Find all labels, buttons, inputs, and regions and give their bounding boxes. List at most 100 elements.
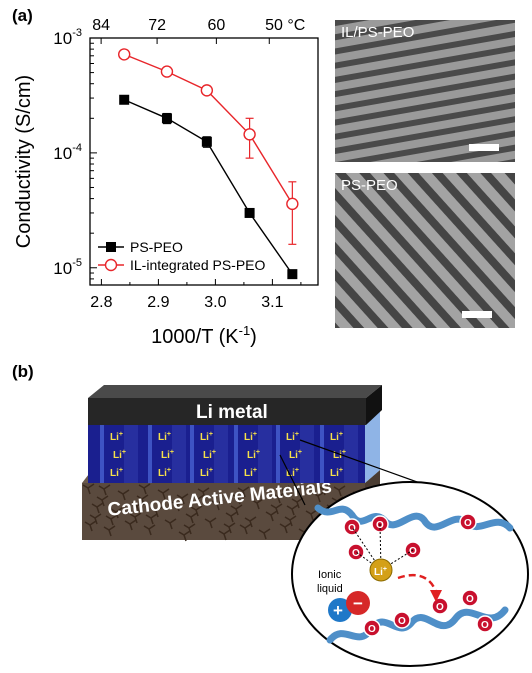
li-ion-label: Li+ [161, 449, 174, 461]
cathode-particle [324, 514, 337, 526]
li-ion-label: Li+ [286, 467, 299, 479]
data-point-square [119, 94, 130, 105]
cathode-particle [326, 503, 339, 515]
cathode-particle [272, 492, 285, 504]
migration-arrow [397, 574, 438, 593]
cathode-particle [218, 529, 231, 541]
li-ion-label: Li+ [203, 449, 216, 461]
cathode-particle [105, 514, 118, 526]
oxygen-atom-icon [343, 518, 361, 536]
cathode-particle [164, 518, 177, 530]
zoom-line [299, 439, 446, 493]
cathode-particle [270, 503, 283, 515]
li-ion-label: Li+ [286, 431, 299, 443]
oxygen-atom-icon [393, 611, 411, 629]
zoom-line [279, 454, 306, 506]
li-ion-label: Li+ [110, 431, 123, 443]
cathode-particle [124, 519, 137, 531]
micrograph-label-ps: PS-PEO [341, 177, 398, 194]
x-tick-label: 3.1 [261, 294, 283, 311]
cathode-particle [157, 488, 170, 500]
polymer-chain-bottom [326, 606, 509, 644]
series-line-1 [123, 53, 293, 205]
li-metal-front-face [88, 398, 366, 425]
cathode-texture [82, 483, 365, 542]
cathode-particle [284, 515, 297, 527]
cathode-top-face [82, 470, 380, 483]
column-highlight [344, 425, 358, 483]
cathode-particle [291, 497, 304, 509]
oxygen-atom-icon [347, 543, 365, 561]
li-ion-label: Li+ [289, 449, 302, 461]
data-point-square [201, 136, 212, 147]
li-ion-label: Li+ [330, 467, 343, 479]
cathode-particle [305, 509, 318, 521]
column-divider [190, 425, 194, 483]
electrolyte-columns: Li+ Li+ Li+ Li+ Li+ Li+ Li+ Li+ Li+ Li+ Li+ Li+ Li+ L… [100, 425, 358, 483]
cathode-particle [131, 501, 144, 513]
cathode-particle [178, 530, 191, 542]
cathode-particle [98, 484, 111, 496]
cathode-particle [89, 513, 102, 525]
cathode-particle [298, 527, 311, 539]
data-point-circle [200, 84, 214, 97]
cation-icon [328, 598, 352, 622]
top-tick-label: 72 [148, 17, 166, 34]
legend-marker [106, 242, 116, 252]
legend-marker [104, 258, 118, 272]
cathode-particle [225, 511, 238, 523]
y-axis-label: Conductivity (S/cm) [13, 75, 35, 248]
cathode-particle [286, 504, 299, 516]
column-highlight [300, 425, 314, 483]
ionic-liquid-label: liquid [317, 583, 343, 595]
data-point-circle [160, 65, 174, 78]
conductivity-chart: 2.8 2.9 3.0 3.1 84 72 60 50 °C 10-3 10-4 10-5 1000/… [13, 17, 319, 348]
panel-a-label: (a) [12, 6, 33, 25]
oxygen-label: O [481, 620, 489, 631]
cathode-particle [277, 485, 290, 497]
li-ion-label: Li+ [113, 449, 126, 461]
cathode-particle [279, 522, 292, 534]
oxygen-label: O [352, 548, 360, 559]
cathode-particle [258, 528, 271, 540]
cathode-particle [190, 505, 203, 517]
ionic-liquid-label: Ionic [318, 569, 342, 581]
oxygen-atom-icon [363, 619, 381, 637]
panel-b-label: (b) [12, 362, 34, 381]
oxygen-atom-icon [371, 515, 389, 533]
oxygen-label: O [466, 594, 474, 605]
anion-sign: − [353, 594, 363, 613]
oxygen-label: O [368, 624, 376, 635]
cathode-particle [183, 523, 196, 535]
column-divider [276, 425, 280, 483]
column-divider [234, 425, 238, 483]
cathode-particle [244, 516, 257, 528]
data-point-circle [117, 48, 131, 61]
cathode-particle [331, 496, 344, 508]
top-axis-label: 50 °C [265, 17, 305, 34]
electrolyte-front-face [88, 423, 365, 483]
data-point-circle [243, 128, 256, 141]
cathode-particle [82, 483, 95, 495]
cathode-particle [239, 523, 252, 535]
li-ion-label: Li+ [247, 449, 260, 461]
li-ion-label: Li+ [374, 566, 387, 578]
li-metal-side-face [366, 385, 382, 425]
stripe-texture-2 [335, 173, 515, 328]
electrolyte-side-face [365, 405, 380, 483]
column-highlight [172, 425, 186, 483]
cathode-particle [145, 513, 158, 525]
oxygen-label: O [348, 523, 356, 534]
y-tick-label: 10-4 [53, 142, 82, 163]
cathode-particle [211, 499, 224, 511]
column-divider [320, 425, 324, 483]
li-ion-label: Li+ [244, 467, 257, 479]
cathode-particle [91, 502, 104, 514]
y-tick-label: 10-5 [53, 257, 82, 278]
oxygen-atom-icon [459, 513, 477, 531]
cathode-particle [185, 512, 198, 524]
column-highlight [124, 425, 138, 483]
cathode-side-face [365, 470, 380, 540]
column-divider [100, 425, 104, 483]
cathode-particle [312, 491, 325, 503]
